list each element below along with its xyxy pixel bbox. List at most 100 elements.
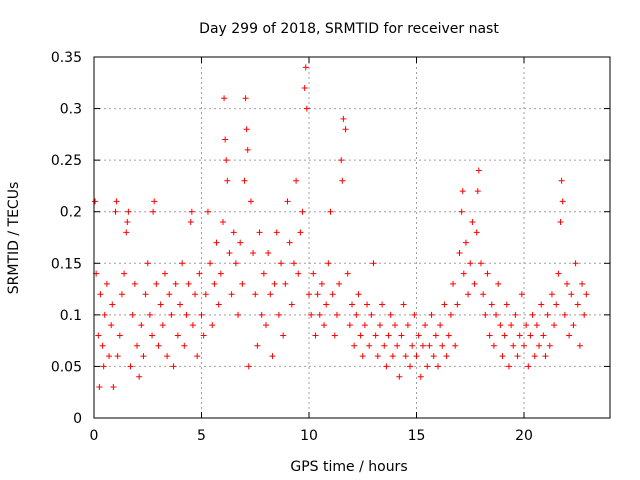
data-point (499, 353, 506, 360)
data-point (529, 311, 536, 318)
data-point (357, 332, 364, 339)
data-point (568, 291, 575, 298)
data-point (97, 291, 104, 298)
data-point (172, 280, 179, 287)
data-point (340, 115, 347, 122)
data-point (473, 229, 480, 236)
data-point (428, 311, 435, 318)
data-point (576, 342, 583, 349)
data-point (389, 353, 396, 360)
y-axis-label: SRMTID / TECUs (6, 182, 22, 295)
data-point (134, 342, 140, 349)
data-point (510, 342, 517, 349)
data-point (308, 311, 315, 318)
data-point (155, 342, 162, 349)
data-point (374, 353, 381, 360)
data-point (385, 332, 392, 339)
data-point (452, 342, 459, 349)
data-point (327, 208, 334, 215)
data-point (383, 363, 390, 370)
data-point (325, 260, 332, 267)
data-point (290, 260, 297, 267)
data-point (189, 322, 196, 329)
data-point (149, 332, 156, 339)
data-point (138, 322, 145, 329)
data-point (331, 332, 338, 339)
data-point (245, 363, 252, 370)
data-point (161, 270, 168, 277)
data-point (467, 260, 474, 267)
data-point (456, 249, 463, 256)
x-tick-label: 10 (300, 428, 318, 444)
data-point (370, 260, 377, 267)
data-point (312, 332, 319, 339)
data-point (321, 322, 328, 329)
data-point (123, 229, 130, 236)
data-point (183, 311, 190, 318)
data-point (501, 332, 508, 339)
data-point (124, 219, 131, 226)
data-point (170, 363, 177, 370)
data-point (475, 167, 482, 174)
data-point (252, 291, 259, 298)
data-point (459, 188, 466, 195)
data-point (179, 260, 186, 267)
data-point (166, 291, 173, 298)
data-point (314, 291, 321, 298)
data-point (329, 291, 336, 298)
data-point (181, 342, 188, 349)
data-point (151, 198, 158, 205)
data-point (521, 342, 527, 349)
data-point (265, 249, 272, 256)
data-point (242, 95, 249, 102)
data-point (583, 291, 590, 298)
data-point (518, 291, 525, 298)
data-point (223, 157, 230, 164)
data-point (482, 311, 489, 318)
x-tick-label: 5 (197, 428, 206, 444)
data-point (211, 280, 218, 287)
data-point (217, 270, 224, 277)
data-point (256, 229, 263, 236)
data-point (125, 208, 132, 215)
data-point (196, 270, 203, 277)
data-point (299, 208, 306, 215)
data-point (159, 322, 166, 329)
data-point (198, 311, 205, 318)
data-point (480, 291, 487, 298)
data-point (278, 260, 285, 267)
data-point (297, 229, 304, 236)
data-point (497, 322, 504, 329)
data-point (112, 208, 119, 215)
data-point (194, 353, 201, 360)
data-point (244, 146, 251, 153)
data-point (310, 270, 317, 277)
data-point (462, 239, 469, 246)
data-point (323, 301, 330, 308)
data-point (516, 332, 523, 339)
data-point (387, 311, 394, 318)
data-point (465, 291, 472, 298)
data-point (228, 291, 235, 298)
data-point (413, 353, 420, 360)
data-point (273, 229, 280, 236)
data-point (263, 322, 269, 329)
y-tick-label: 0.15 (51, 256, 82, 272)
data-point (493, 311, 500, 318)
data-point (237, 239, 244, 246)
data-point (555, 270, 562, 277)
data-point (536, 342, 543, 349)
data-point (96, 384, 103, 391)
data-point (411, 311, 418, 318)
data-point (402, 353, 409, 360)
data-point (454, 301, 461, 308)
data-point (381, 342, 388, 349)
data-point (376, 322, 383, 329)
data-point (339, 177, 346, 184)
data-point (113, 198, 120, 205)
data-point (396, 373, 403, 380)
data-point (204, 208, 211, 215)
data-point (144, 260, 151, 267)
data-point (441, 301, 448, 308)
data-point (417, 373, 424, 380)
